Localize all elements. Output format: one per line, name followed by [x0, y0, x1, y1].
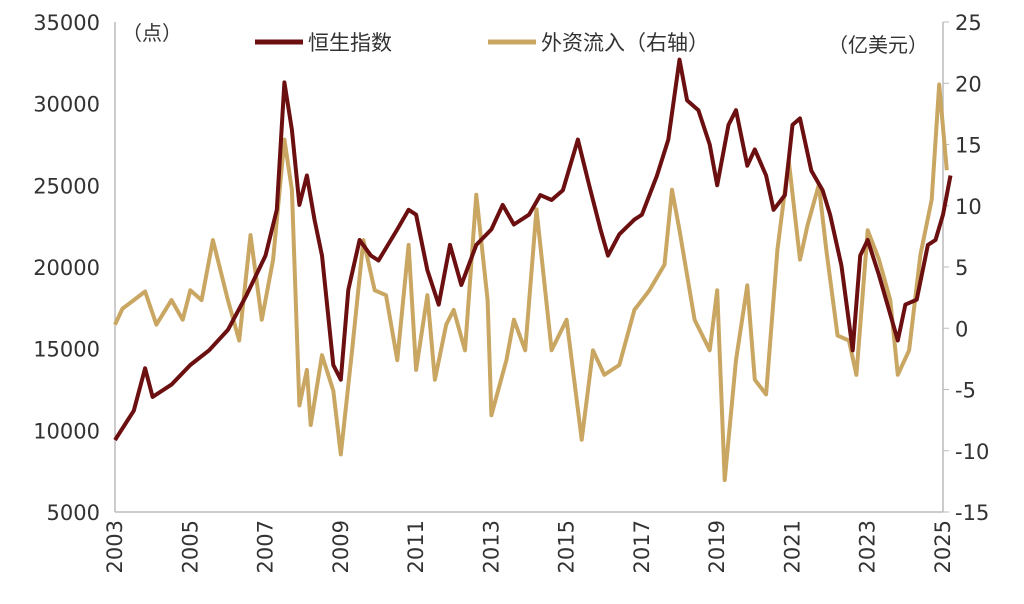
series-lines	[113, 57, 953, 483]
legend-label-hsi: 恒生指数	[308, 31, 392, 55]
left-unit-label: （点）	[122, 21, 182, 45]
x-tick-label: 2011	[404, 520, 428, 573]
legend: 恒生指数 外资流入（右轴）	[255, 31, 709, 55]
left-tick-label: 30000	[33, 93, 100, 117]
left-tick-label: 35000	[33, 11, 100, 35]
x-tick-label: 2003	[103, 520, 127, 573]
right-tick-label: -15	[955, 501, 989, 525]
right-tick-label: 5	[955, 256, 968, 280]
x-tick-label: 2023	[856, 520, 880, 573]
left-tick-label: 15000	[33, 338, 100, 362]
left-tick-labels: 35000 30000 25000 20000 15000 10000 5000	[33, 11, 100, 525]
x-tick-label: 2009	[329, 520, 353, 573]
right-tick-label: 0	[955, 317, 968, 341]
right-tick-label: 25	[955, 11, 982, 35]
hsi-line	[113, 57, 953, 442]
flow-line	[113, 82, 949, 483]
legend-label-flow: 外资流入（右轴）	[541, 31, 709, 55]
x-tick-label: 2021	[780, 520, 804, 573]
left-tick-label: 20000	[33, 256, 100, 280]
left-tick-label: 5000	[47, 501, 100, 525]
x-tick-label: 2019	[705, 520, 729, 573]
right-tick-labels: 25 20 15 10 5 0 -5 -10 -15	[943, 11, 989, 525]
axes	[114, 22, 944, 513]
x-tick-label: 2013	[479, 520, 503, 573]
left-tick-label: 10000	[33, 419, 100, 443]
right-unit-label: （亿美元）	[828, 33, 928, 57]
right-tick-label: -5	[955, 379, 976, 403]
x-tick-labels: 2003 2005 2007 2009 2011 2013 2015 2017 2019 2021…	[103, 520, 955, 573]
right-tick-label: -10	[955, 440, 989, 464]
right-tick-label: 10	[955, 195, 982, 219]
x-tick-label: 2025	[931, 520, 955, 573]
right-tick-label: 20	[955, 72, 982, 96]
right-tick-label: 15	[955, 134, 982, 158]
x-tick-label: 2005	[178, 520, 202, 573]
left-tick-label: 25000	[33, 174, 100, 198]
x-tick-label: 2007	[254, 520, 278, 573]
x-tick-label: 2017	[630, 520, 654, 573]
x-tick-label: 2015	[555, 520, 579, 573]
